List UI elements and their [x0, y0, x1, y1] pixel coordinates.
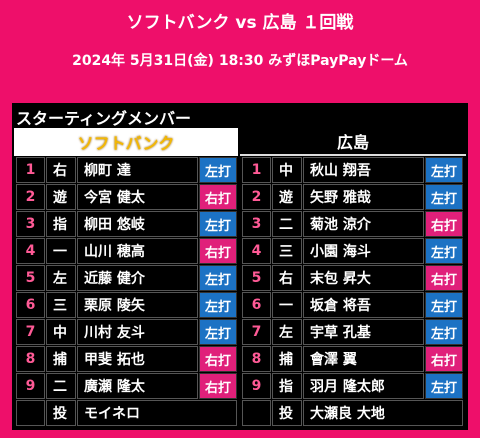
pitcher-order	[16, 400, 45, 426]
position: 指	[272, 373, 302, 399]
batting-order: 2	[16, 184, 45, 210]
team-header: 広島	[240, 128, 466, 156]
player-name: 羽月 隆太郎	[303, 373, 424, 399]
batting-hand: 左打	[425, 319, 463, 345]
batting-hand: 左打	[425, 184, 463, 210]
section-title: スターティングメンバー	[16, 109, 192, 128]
position: 左	[46, 265, 76, 291]
player-name: 甲斐 拓也	[77, 346, 198, 372]
pitcher-order	[242, 400, 271, 426]
batting-hand: 右打	[199, 346, 237, 372]
batting-hand: 右打	[199, 238, 237, 264]
batting-order: 8	[16, 346, 45, 372]
position: 一	[272, 292, 302, 318]
batting-order: 1	[16, 157, 45, 183]
player-name: 坂倉 将吾	[303, 292, 424, 318]
batting-hand: 左打	[425, 292, 463, 318]
title: ソフトバンク vs 広島 １回戦	[126, 13, 354, 33]
batting-hand: 左打	[199, 292, 237, 318]
player-name: 宇草 孔基	[303, 319, 424, 345]
player-name: モイネロ	[77, 400, 237, 426]
position: 投	[272, 400, 302, 426]
batting-hand: 右打	[199, 184, 237, 210]
player-name: 廣瀬 隆太	[77, 373, 198, 399]
player-name: 栗原 陵矢	[77, 292, 198, 318]
player-name: 會澤 翼	[303, 346, 424, 372]
position: 三	[46, 292, 76, 318]
player-name: 末包 昇大	[303, 265, 424, 291]
batting-hand: 左打	[199, 211, 237, 237]
team-header: ソフトバンク	[14, 128, 238, 156]
batting-hand: 右打	[425, 265, 463, 291]
player-name: 山川 穂高	[77, 238, 198, 264]
position: 遊	[272, 184, 302, 210]
player-name: 川村 友斗	[77, 319, 198, 345]
batting-hand: 右打	[425, 346, 463, 372]
position: 右	[46, 157, 76, 183]
batting-order: 3	[242, 211, 271, 237]
batting-order: 4	[242, 238, 271, 264]
position: 二	[46, 373, 76, 399]
position: 投	[46, 400, 76, 426]
position: 中	[272, 157, 302, 183]
position: 三	[272, 238, 302, 264]
batting-hand: 左打	[425, 238, 463, 264]
player-name: 小園 海斗	[303, 238, 424, 264]
batting-order: 9	[242, 373, 271, 399]
batting-hand: 左打	[199, 157, 237, 183]
batting-order: 2	[242, 184, 271, 210]
player-name: 近藤 健介	[77, 265, 198, 291]
batting-order: 5	[242, 265, 271, 291]
batting-order: 4	[16, 238, 45, 264]
player-name: 今宮 健太	[77, 184, 198, 210]
batting-order: 7	[242, 319, 271, 345]
batting-order: 9	[16, 373, 45, 399]
batting-order: 8	[242, 346, 271, 372]
player-name: 菊池 涼介	[303, 211, 424, 237]
batting-order: 1	[242, 157, 271, 183]
position: 捕	[46, 346, 76, 372]
player-name: 柳町 達	[77, 157, 198, 183]
batting-order: 6	[242, 292, 271, 318]
batting-hand: 左打	[199, 319, 237, 345]
position: 一	[46, 238, 76, 264]
batting-order: 6	[16, 292, 45, 318]
player-name: 秋山 翔吾	[303, 157, 424, 183]
batting-order: 3	[16, 211, 45, 237]
position: 中	[46, 319, 76, 345]
position: 右	[272, 265, 302, 291]
position: 指	[46, 211, 76, 237]
batting-order: 5	[16, 265, 45, 291]
batting-hand: 右打	[199, 373, 237, 399]
position: 捕	[272, 346, 302, 372]
batting-hand: 右打	[425, 211, 463, 237]
position: 二	[272, 211, 302, 237]
player-name: 矢野 雅哉	[303, 184, 424, 210]
position: 左	[272, 319, 302, 345]
batting-order: 7	[16, 319, 45, 345]
batting-hand: 左打	[199, 265, 237, 291]
position: 遊	[46, 184, 76, 210]
subtitle: 2024年 5月31日(金) 18:30 みずほPayPayドーム	[72, 53, 408, 69]
player-name: 大瀬良 大地	[303, 400, 463, 426]
player-name: 柳田 悠岐	[77, 211, 198, 237]
batting-hand: 左打	[425, 157, 463, 183]
batting-hand: 左打	[425, 373, 463, 399]
